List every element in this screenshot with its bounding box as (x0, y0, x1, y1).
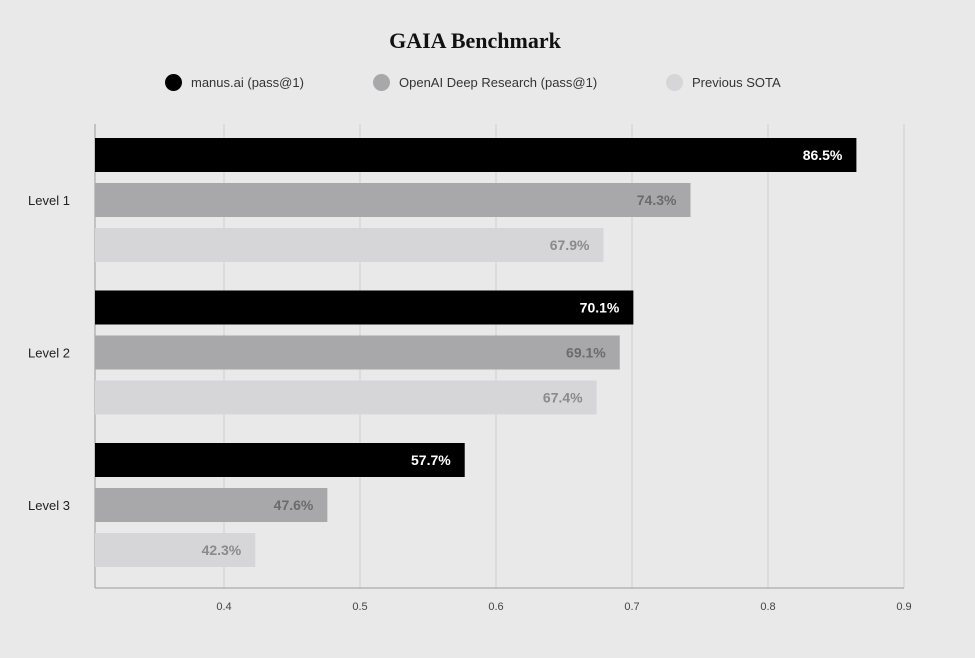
legend-label-manus: manus.ai (pass@1) (191, 75, 304, 90)
legend-item-manus: manus.ai (pass@1) (165, 74, 304, 91)
bar-value-label-2-0: 57.7% (411, 452, 451, 468)
bar-1-0 (95, 290, 634, 325)
bar-2-0 (95, 443, 465, 477)
x-tick-label-1: 0.5 (352, 601, 367, 613)
bar-value-label-0-2: 67.9% (550, 237, 590, 253)
bar-value-label-1-2: 67.4% (543, 390, 583, 406)
bar-1-1 (95, 335, 620, 370)
bar-2-2 (95, 533, 256, 567)
bar-value-label-0-1: 74.3% (637, 192, 677, 208)
bar-0-1 (95, 183, 691, 217)
x-tick-label-4: 0.8 (760, 601, 775, 613)
bar-value-label-1-0: 70.1% (580, 300, 620, 316)
legend: manus.ai (pass@1) OpenAI Deep Research (… (0, 74, 975, 96)
bar-1-2 (95, 380, 597, 415)
x-tick-label-0: 0.4 (216, 601, 231, 613)
bar-0-2 (95, 228, 604, 262)
legend-swatch-manus (165, 74, 182, 91)
bar-value-label-1-1: 69.1% (566, 345, 606, 361)
bar-value-label-2-1: 47.6% (274, 497, 314, 513)
bar-value-label-0-0: 86.5% (803, 147, 843, 163)
legend-swatch-openai (373, 74, 390, 91)
legend-item-openai: OpenAI Deep Research (pass@1) (373, 74, 597, 91)
legend-swatch-previous-sota (666, 74, 683, 91)
category-label-0: Level 1 (28, 193, 70, 208)
x-tick-label-5: 0.9 (896, 601, 911, 613)
legend-label-openai: OpenAI Deep Research (pass@1) (399, 75, 598, 90)
legend-item-previous-sota: Previous SOTA (666, 74, 781, 91)
x-tick-label-3: 0.7 (624, 601, 639, 613)
bar-value-label-2-2: 42.3% (202, 542, 242, 558)
legend-label-previous-sota: Previous SOTA (692, 75, 781, 90)
bar-2-1 (95, 488, 328, 522)
category-label-1: Level 2 (28, 346, 70, 361)
category-label-2: Level 3 (28, 498, 70, 513)
x-tick-label-2: 0.6 (488, 601, 503, 613)
chart-title: GAIA Benchmark (389, 28, 561, 53)
bar-0-0 (95, 138, 857, 172)
